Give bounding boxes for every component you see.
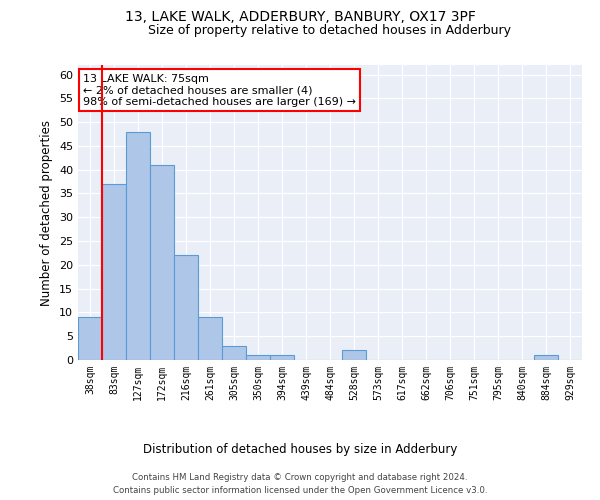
Title: Size of property relative to detached houses in Adderbury: Size of property relative to detached ho…	[149, 24, 511, 38]
Text: Contains HM Land Registry data © Crown copyright and database right 2024.: Contains HM Land Registry data © Crown c…	[132, 472, 468, 482]
Bar	[174, 256, 198, 360]
Bar	[534, 355, 558, 360]
Bar	[342, 350, 366, 360]
Text: Distribution of detached houses by size in Adderbury: Distribution of detached houses by size …	[143, 442, 457, 456]
Y-axis label: Number of detached properties: Number of detached properties	[40, 120, 53, 306]
Bar	[150, 165, 174, 360]
Bar	[126, 132, 150, 360]
Bar	[198, 317, 222, 360]
Bar	[270, 355, 294, 360]
Bar	[246, 355, 270, 360]
Text: 13, LAKE WALK, ADDERBURY, BANBURY, OX17 3PF: 13, LAKE WALK, ADDERBURY, BANBURY, OX17 …	[125, 10, 475, 24]
Text: Contains public sector information licensed under the Open Government Licence v3: Contains public sector information licen…	[113, 486, 487, 495]
Bar	[78, 317, 102, 360]
Bar	[222, 346, 246, 360]
Text: 13 LAKE WALK: 75sqm
← 2% of detached houses are smaller (4)
98% of semi-detached: 13 LAKE WALK: 75sqm ← 2% of detached hou…	[83, 74, 356, 107]
Bar	[102, 184, 126, 360]
